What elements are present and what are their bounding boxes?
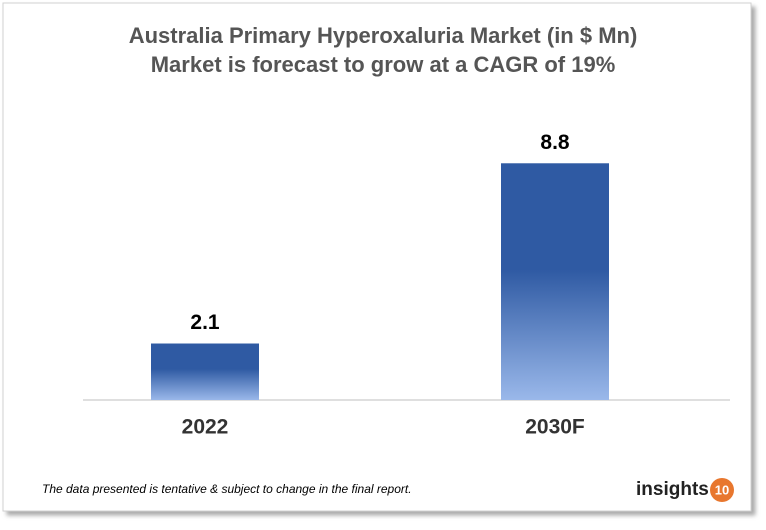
chart-title: Australia Primary Hyperoxaluria Market (…	[129, 23, 638, 48]
data-label: 2.1	[190, 311, 220, 334]
bar	[151, 343, 259, 400]
frame	[2, 2, 752, 512]
logo-badge	[710, 478, 734, 502]
x-tick-label: 2030F	[525, 416, 585, 439]
chart-subtitle: Market is forecast to grow at a CAGR of …	[151, 52, 616, 77]
footnote: The data presented is tentative & subjec…	[42, 482, 412, 496]
bar	[501, 163, 609, 400]
data-label: 8.8	[540, 131, 570, 154]
logo-badge-text: 10	[715, 482, 729, 497]
logo-text: insights	[636, 479, 709, 500]
x-tick-label: 2022	[182, 416, 229, 439]
